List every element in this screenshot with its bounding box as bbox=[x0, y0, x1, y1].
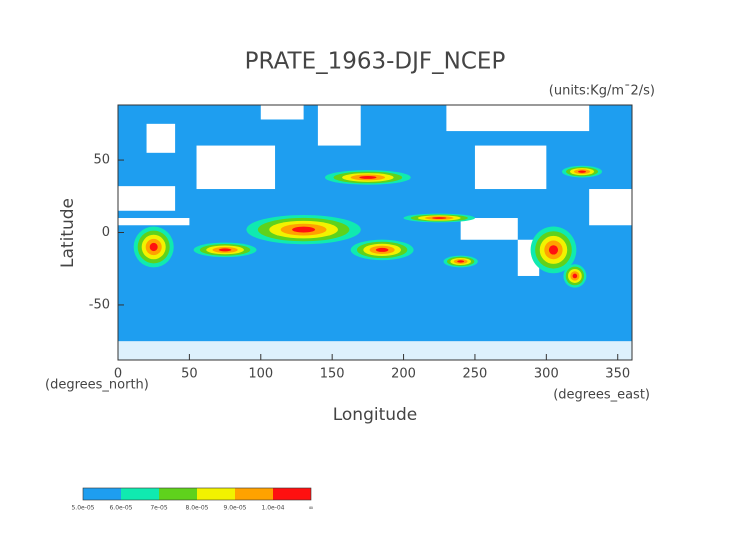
colorbar-swatch bbox=[273, 488, 311, 500]
precip-contour bbox=[578, 170, 587, 173]
no-data-patch bbox=[196, 145, 276, 190]
y-tick-label: 0 bbox=[102, 225, 110, 240]
x-tick-label: 100 bbox=[248, 367, 273, 382]
colorbar-label: 8.0e-05 bbox=[185, 505, 208, 512]
colorbar-frame bbox=[82, 487, 312, 501]
colorbar-label: 1.0e-04 bbox=[261, 505, 284, 512]
colorbar-swatch bbox=[121, 488, 159, 500]
no-data-patch bbox=[317, 105, 361, 146]
colorbar-swatch bbox=[235, 488, 273, 500]
x-units: (degrees_east) bbox=[553, 388, 650, 403]
chart-title: PRATE_1963-DJF_NCEP bbox=[245, 49, 506, 75]
colorbar-swatch bbox=[197, 488, 235, 500]
precip-contour bbox=[548, 245, 559, 255]
colorbar-swatch bbox=[83, 488, 121, 500]
colorbar-label: 5.0e-05 bbox=[71, 505, 94, 512]
no-data-patch bbox=[260, 105, 304, 120]
no-data-patch bbox=[589, 189, 632, 226]
no-data-patch bbox=[146, 123, 176, 153]
units-label: (units:Kg/m¯2/s) bbox=[549, 84, 655, 99]
no-data-patch bbox=[118, 186, 176, 211]
x-tick-label: 250 bbox=[463, 367, 488, 382]
x-tick-label: 150 bbox=[320, 367, 345, 382]
y-axis-title: Latitude bbox=[58, 198, 78, 268]
colorbar-label: 9.0e-05 bbox=[223, 505, 246, 512]
precip-contour bbox=[218, 248, 232, 252]
no-data-patch bbox=[460, 218, 518, 240]
colorbar-label: 7e-05 bbox=[150, 505, 167, 512]
no-data-patch bbox=[474, 145, 547, 190]
x-tick-label: 50 bbox=[181, 367, 198, 382]
colorbar-label: 6.0e-05 bbox=[109, 505, 132, 512]
y-units: (degrees_north) bbox=[45, 378, 149, 393]
precip-contour bbox=[149, 242, 158, 252]
precip-contour bbox=[359, 175, 377, 179]
x-axis-title: Longitude bbox=[333, 405, 418, 425]
colorbar-label: ∞ bbox=[309, 505, 314, 512]
x-tick-label: 0 bbox=[114, 367, 122, 382]
x-tick-label: 300 bbox=[534, 367, 559, 382]
no-data-patch bbox=[446, 105, 590, 132]
precip-contour bbox=[572, 273, 578, 279]
plot-area bbox=[117, 104, 633, 361]
precip-contour bbox=[432, 217, 447, 219]
precip-contour bbox=[292, 226, 316, 233]
no-data-patch bbox=[118, 218, 190, 226]
colorbar-swatch bbox=[159, 488, 197, 500]
y-tick-label: -50 bbox=[89, 297, 110, 312]
x-tick-label: 350 bbox=[605, 367, 630, 382]
precip-contour bbox=[457, 260, 465, 263]
x-tick-label: 200 bbox=[391, 367, 416, 382]
no-data-patch bbox=[118, 341, 632, 360]
y-tick-label: 50 bbox=[93, 153, 110, 168]
precip-contour bbox=[375, 247, 389, 252]
